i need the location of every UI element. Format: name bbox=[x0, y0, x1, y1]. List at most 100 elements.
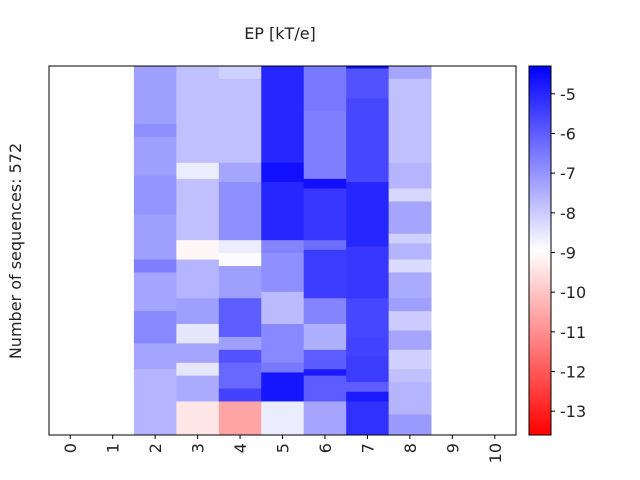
heatmap-cell bbox=[133, 311, 177, 344]
heatmap-cell bbox=[218, 336, 262, 351]
x-tick-label: 6 bbox=[316, 443, 335, 453]
heatmap-cell bbox=[176, 162, 220, 180]
heatmap-cell bbox=[303, 240, 347, 251]
heatmap-cell bbox=[303, 324, 347, 351]
colorbar-tick-label: -9 bbox=[560, 243, 576, 262]
heatmap-cell bbox=[303, 249, 347, 299]
heatmap-cell bbox=[218, 298, 262, 338]
heatmap-cell bbox=[346, 401, 390, 436]
x-tick-label: 2 bbox=[146, 443, 165, 453]
x-tick-label: 7 bbox=[358, 443, 377, 453]
x-tick-label: 8 bbox=[401, 443, 420, 453]
heatmap-cell bbox=[176, 240, 220, 260]
heatmap-cells bbox=[133, 66, 432, 436]
heatmap-cell bbox=[218, 388, 262, 402]
colorbar-tick-label: -10 bbox=[560, 283, 586, 302]
heatmap-cell bbox=[133, 124, 177, 138]
colorbar-tick-label: -7 bbox=[560, 164, 576, 183]
heatmap-cell bbox=[388, 259, 432, 273]
heatmap-cell bbox=[176, 401, 220, 436]
heatmap-cell bbox=[261, 182, 305, 241]
x-tick-label: 5 bbox=[274, 443, 293, 453]
heatmap-cell bbox=[346, 382, 390, 393]
heatmap-cell bbox=[388, 298, 432, 312]
heatmap-cell bbox=[176, 178, 220, 241]
heatmap-cell bbox=[346, 182, 390, 248]
heatmap-cell bbox=[176, 66, 220, 164]
heatmap-cell bbox=[176, 375, 220, 402]
heatmap-cell bbox=[218, 78, 262, 164]
heatmap-cell bbox=[261, 162, 305, 183]
colorbar-tick-label: -11 bbox=[560, 323, 586, 342]
heatmap-cell bbox=[218, 162, 262, 183]
heatmap-cell bbox=[261, 66, 305, 164]
heatmap-cell bbox=[218, 182, 262, 241]
x-tick-label: 9 bbox=[443, 443, 462, 453]
heatmap-cell bbox=[176, 298, 220, 325]
heatmap-cell bbox=[346, 66, 390, 69]
heatmap-cell bbox=[346, 68, 390, 99]
heatmap-cell bbox=[133, 214, 177, 260]
colorbar bbox=[528, 65, 552, 436]
heatmap-cell bbox=[176, 324, 220, 344]
chart-title: EP [kT/e] bbox=[244, 24, 316, 43]
heatmap-cell bbox=[133, 259, 177, 273]
colorbar-tick-label: -5 bbox=[560, 85, 576, 104]
heatmap-cell bbox=[261, 324, 305, 364]
heatmap-cell bbox=[303, 375, 347, 402]
heatmap-cell bbox=[133, 343, 177, 370]
heatmap-cell bbox=[346, 356, 390, 383]
colorbar-tick-label: -8 bbox=[560, 204, 576, 223]
heatmap-cell bbox=[218, 349, 262, 364]
heatmap-cell bbox=[346, 298, 390, 338]
x-tick-label: 3 bbox=[189, 443, 208, 453]
heatmap-cell bbox=[303, 298, 347, 325]
heatmap-cell bbox=[176, 343, 220, 364]
heatmap-cell bbox=[303, 369, 347, 377]
heatmap-cell bbox=[133, 369, 177, 436]
heatmap-cell bbox=[388, 233, 432, 244]
heatmap-cell bbox=[261, 362, 305, 373]
heatmap-cell bbox=[218, 362, 262, 389]
heatmap-cell bbox=[261, 372, 305, 402]
heatmap-cell bbox=[218, 240, 262, 254]
heatmap-cell bbox=[303, 111, 347, 180]
x-tick-label: 0 bbox=[61, 443, 80, 453]
heatmap-cell bbox=[346, 391, 390, 402]
heatmap-cell bbox=[218, 66, 262, 80]
colorbar-tick-label: -6 bbox=[560, 124, 576, 143]
heatmap-cell bbox=[303, 349, 347, 370]
heatmap-cell bbox=[346, 98, 390, 183]
heatmap-cell bbox=[303, 66, 347, 112]
heatmap-cell bbox=[218, 253, 262, 267]
x-tick-label: 4 bbox=[231, 443, 250, 453]
heatmap-cell bbox=[388, 382, 432, 415]
heatmap-cell bbox=[133, 272, 177, 312]
heatmap-cell bbox=[261, 401, 305, 436]
y-axis-label: Number of sequences: 572 bbox=[6, 143, 25, 359]
heatmap-cell bbox=[303, 178, 347, 189]
heatmap-cell bbox=[261, 291, 305, 325]
heatmap-cell bbox=[261, 240, 305, 254]
heatmap-cell bbox=[176, 362, 220, 377]
heatmap-cell bbox=[346, 246, 390, 299]
heatmap-cell bbox=[346, 336, 390, 357]
heatmap-cell bbox=[388, 162, 432, 189]
x-tick-label: 10 bbox=[486, 443, 505, 463]
colorbar-tick-label: -13 bbox=[560, 402, 586, 421]
heatmap-cell bbox=[261, 253, 305, 293]
heatmap-cell bbox=[176, 259, 220, 299]
x-axis-ticks: 0 1 2 3 4 5 6 7 8 9 10 bbox=[61, 435, 505, 463]
heatmap-cell bbox=[388, 188, 432, 202]
heatmap-cell bbox=[388, 201, 432, 235]
heatmap-cell bbox=[388, 66, 432, 80]
heatmap-cell bbox=[218, 401, 262, 436]
colorbar-tick-label: -12 bbox=[560, 363, 586, 382]
heatmap-cell bbox=[388, 272, 432, 299]
heatmap-cell bbox=[388, 349, 432, 370]
heatmap-cell bbox=[133, 175, 177, 215]
heatmap-cell bbox=[388, 311, 432, 331]
x-tick-label: 1 bbox=[104, 443, 123, 453]
